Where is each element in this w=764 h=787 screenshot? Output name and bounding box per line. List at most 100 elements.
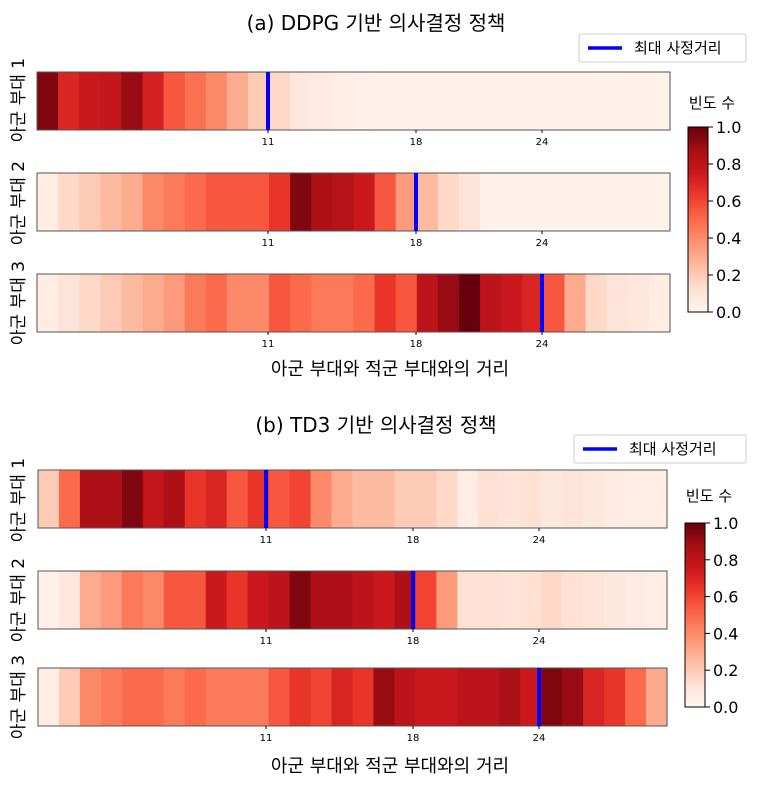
- heatmap-cell: [205, 173, 228, 231]
- panel-title: (a) DDPG 기반 의사결정 정책: [247, 11, 506, 35]
- heatmap-cell: [395, 274, 418, 332]
- colorbar-tick-label: 1.0: [716, 118, 741, 137]
- heatmap-row: 11 18 24: [37, 469, 668, 546]
- heatmap-cell: [480, 72, 502, 130]
- heatmap-cell: [226, 173, 249, 231]
- colorbar-gradient: [687, 126, 709, 313]
- heatmap-cell: [437, 274, 460, 332]
- heatmap-cell: [646, 668, 668, 726]
- heatmap-cell: [289, 470, 312, 528]
- heatmap-cell: [604, 571, 626, 629]
- heatmap-cell: [353, 72, 376, 130]
- heatmap-cell: [437, 72, 460, 130]
- heatmap-cell: [457, 571, 479, 629]
- heatmap-cell: [415, 571, 437, 629]
- heatmap-cell: [541, 470, 563, 528]
- heatmap-cell: [457, 470, 479, 528]
- heatmap-cell: [142, 274, 165, 332]
- heatmap-cell: [248, 72, 270, 130]
- heatmap-cell: [100, 274, 122, 332]
- heatmap-frame: [36, 71, 671, 131]
- heatmap-cell: [436, 470, 458, 528]
- row-label: 아군 부대 2: [9, 161, 29, 245]
- x-axis-label: 아군 부대와 적군 부대와의 거리: [271, 756, 509, 777]
- heatmap-cell: [163, 274, 186, 332]
- heatmap-cell: [499, 571, 521, 629]
- x-tick-label: 11: [260, 733, 273, 744]
- x-axis-label: 아군 부대와 적군 부대와의 거리: [271, 359, 509, 380]
- heatmap-cell: [543, 173, 566, 231]
- heatmap-cell: [522, 173, 544, 231]
- x-tick-label: 18: [410, 137, 423, 148]
- heatmap-cell: [457, 668, 479, 726]
- heatmap-cell: [58, 668, 81, 726]
- heatmap-cell: [205, 72, 228, 130]
- heatmap-cell: [501, 72, 523, 130]
- heatmap-cell: [58, 571, 81, 629]
- legend-box: [573, 434, 747, 464]
- heatmap-cell: [625, 470, 647, 528]
- x-tick-label: 18: [407, 535, 420, 546]
- heatmap-cell: [37, 274, 59, 332]
- legend: 최대 사정거리: [573, 434, 747, 464]
- heatmap-cell: [247, 470, 270, 528]
- colorbar-title: 빈도 수: [686, 487, 732, 505]
- heatmap-cell: [648, 173, 671, 231]
- colorbar-tick-label: 0.0: [713, 698, 738, 717]
- legend-box: [578, 33, 747, 63]
- heatmap-cell: [522, 274, 544, 332]
- heatmap-cell: [395, 72, 418, 130]
- heatmap-cell: [310, 571, 333, 629]
- heatmap-cell: [311, 173, 333, 231]
- row-label: 아군 부대 1: [9, 458, 29, 542]
- heatmap-cell: [37, 173, 59, 231]
- colorbar-ticks: 1.0 0.8 0.6 0.4 0.2 0.0: [705, 514, 738, 717]
- x-tick-label: 24: [536, 137, 549, 148]
- heatmap-cell: [58, 470, 81, 528]
- heatmap-cell: [58, 72, 80, 130]
- colorbar-tick-label: 0.8: [713, 551, 738, 570]
- colorbar-title: 빈도 수: [689, 94, 735, 112]
- heatmap-cell: [436, 668, 458, 726]
- heatmap-cell: [564, 173, 587, 231]
- heatmap-cell: [415, 668, 437, 726]
- row-label: 아군 부대 1: [9, 58, 29, 142]
- heatmap-cell: [290, 173, 312, 231]
- heatmap-cell: [627, 72, 650, 130]
- heatmap-cell: [163, 571, 186, 629]
- heatmap-cell: [226, 274, 249, 332]
- heatmap-cell: [332, 274, 355, 332]
- row-label: 아군 부대 3: [9, 261, 29, 345]
- heatmap-cell: [100, 470, 123, 528]
- heatmap-b: 11 18 24 11 18 24 11 18 24: [37, 469, 668, 744]
- heatmap-cell: [311, 274, 333, 332]
- heatmap-cell: [310, 668, 333, 726]
- heatmap-cell: [416, 72, 439, 130]
- heatmap-cell: [374, 72, 397, 130]
- heatmap-cell: [226, 470, 249, 528]
- heatmap-cell: [606, 274, 629, 332]
- heatmap-cell: [205, 470, 228, 528]
- heatmap-cell: [38, 470, 60, 528]
- colorbar-tick-label: 0.6: [716, 192, 741, 211]
- row-label: 아군 부대 3: [9, 655, 29, 739]
- x-tick-label: 24: [536, 339, 549, 350]
- heatmap-cell: [184, 274, 207, 332]
- heatmap-cell: [184, 72, 207, 130]
- x-tick-label: 11: [262, 137, 275, 148]
- heatmap-row: 11 18 24: [37, 667, 668, 744]
- heatmap-cell: [648, 274, 671, 332]
- heatmap-cell: [289, 668, 312, 726]
- heatmap-cell: [79, 72, 101, 130]
- heatmap-cell: [184, 470, 207, 528]
- heatmap-cell: [562, 470, 584, 528]
- heatmap-cell: [79, 173, 101, 231]
- heatmap-row: 11 18 24: [36, 71, 671, 148]
- heatmap-cell: [585, 274, 608, 332]
- heatmap-cell: [436, 571, 458, 629]
- heatmap-cell: [205, 274, 228, 332]
- heatmap-cell: [394, 470, 416, 528]
- heatmap-cell: [583, 470, 605, 528]
- heatmap-cell: [269, 173, 291, 231]
- heatmap-cell: [564, 72, 587, 130]
